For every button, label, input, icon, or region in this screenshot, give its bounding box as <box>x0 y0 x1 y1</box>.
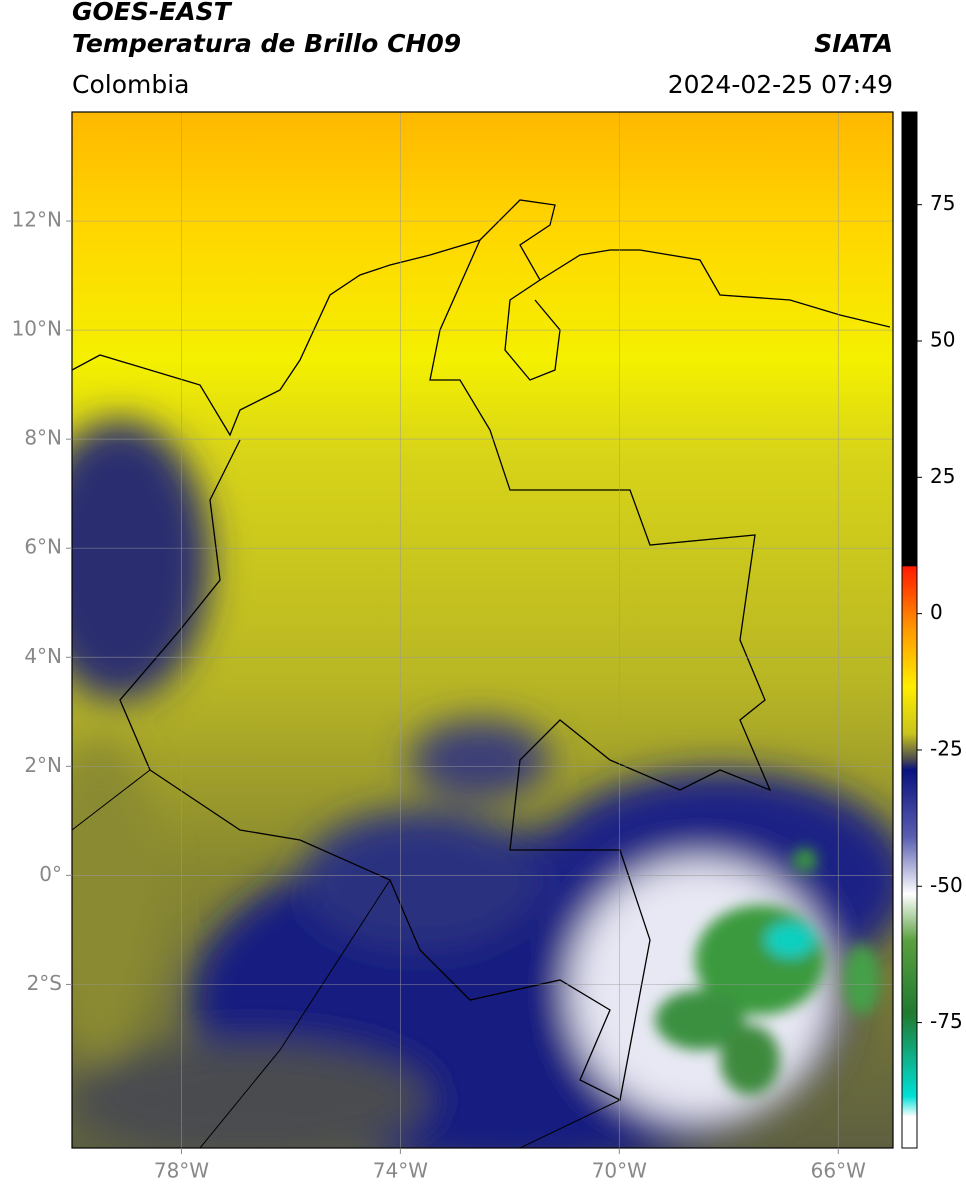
core <box>655 990 745 1050</box>
y-tick-label: 6°N <box>24 535 62 559</box>
core <box>765 922 815 958</box>
colorbar-tick-label: 50 <box>930 328 955 352</box>
subtitle: Temperatura de Brillo CH09 <box>72 29 461 58</box>
datetime: 2024-02-25 07:49 <box>668 70 893 99</box>
coastline <box>72 199 891 437</box>
source: SIATA <box>814 29 893 58</box>
y-tick-label: 0° <box>39 862 62 886</box>
colorbar-tick-label: 0 <box>930 600 943 624</box>
map-frame <box>71 111 894 1149</box>
satellite-imagery <box>72 112 893 1148</box>
y-tick-label: 12°N <box>12 208 62 232</box>
colorbar-tick-label: -50 <box>930 873 963 897</box>
core <box>844 945 880 1015</box>
cloud <box>72 1040 430 1148</box>
cloud <box>300 810 540 950</box>
y-tick-label: 2°N <box>24 753 62 777</box>
convective-cores <box>655 848 880 1095</box>
cloud <box>410 720 550 800</box>
x-tick-label: 66°W <box>811 1159 866 1183</box>
colorbar-tick-label: -75 <box>930 1009 963 1033</box>
graticule <box>72 112 893 1148</box>
cloud <box>72 740 160 1060</box>
y-tick-label: 10°N <box>12 317 62 341</box>
title: GOES-EAST <box>72 0 233 26</box>
colorbar-tick-label: 75 <box>930 191 955 215</box>
region: Colombia <box>72 70 189 99</box>
country-border <box>72 769 621 1148</box>
x-tick-label: 78°W <box>154 1159 209 1183</box>
y-tick-label: 4°N <box>24 644 62 668</box>
x-tick-label: 70°W <box>592 1159 647 1183</box>
colorbar <box>901 111 918 1149</box>
cloud <box>72 420 210 700</box>
colorbar-tick-label: -25 <box>930 736 963 760</box>
x-tick-label: 74°W <box>373 1159 428 1183</box>
y-tick-label: 2°S <box>27 971 62 995</box>
y-tick-label: 8°N <box>24 426 62 450</box>
colorbar-tick-label: 25 <box>930 464 955 488</box>
core <box>793 848 817 872</box>
core <box>720 1025 780 1095</box>
country-border <box>119 239 772 1101</box>
